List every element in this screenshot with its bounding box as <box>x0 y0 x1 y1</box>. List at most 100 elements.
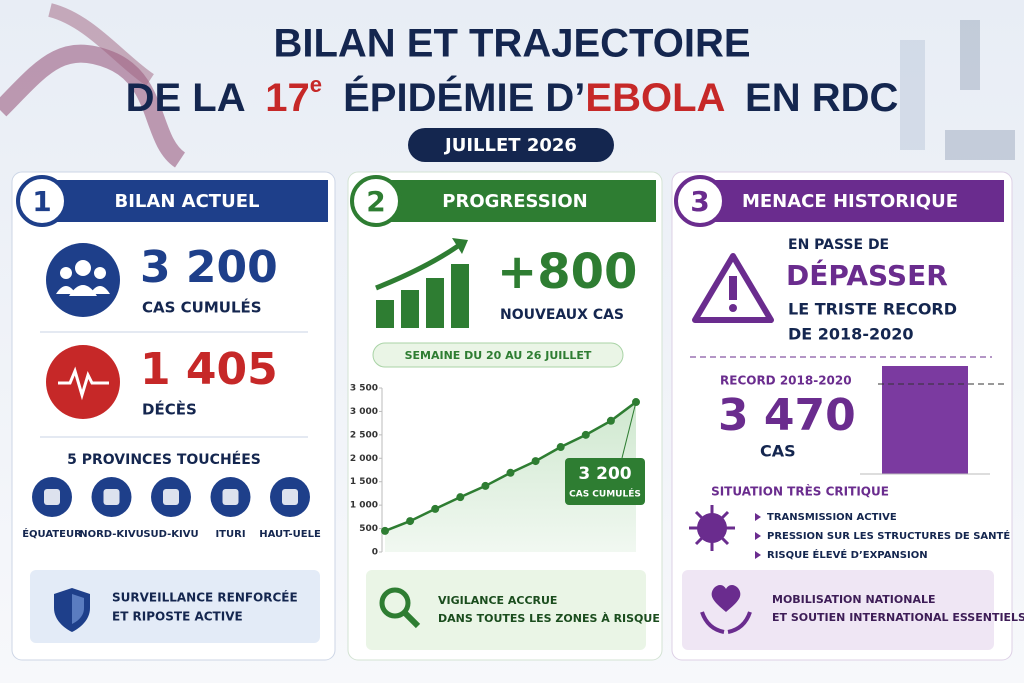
y-tick-label: 0 <box>372 548 378 558</box>
point <box>581 430 590 439</box>
point <box>431 504 440 513</box>
panel-header <box>376 180 656 222</box>
note: ET RIPOSTE ACTIVE <box>112 610 243 624</box>
title: BILAN ET TRAJECTOIRE <box>273 22 750 66</box>
province-glyph <box>44 489 60 505</box>
bullets: TRANSMISSION ACTIVE PRESSION SUR LES STRU… <box>755 512 1010 561</box>
verb: DÉPASSER <box>786 258 948 292</box>
record: 3 470 <box>718 390 856 441</box>
magnifier-handle <box>401 609 421 629</box>
heart-icon <box>711 585 741 612</box>
warning-glyph <box>729 304 737 312</box>
panel-header <box>40 180 328 222</box>
people-glyph <box>56 260 110 296</box>
shield-glyph <box>72 594 84 624</box>
people-icon <box>46 243 120 317</box>
line-chart: 0 500 1 000 1 500 2 000 2 500 3 000 3 500 3 200 C… <box>350 384 645 558</box>
date: JUILLET 2026 <box>443 135 577 156</box>
intro: EN PASSE DE <box>788 237 889 253</box>
bullet: RISQUE ÉLEVÉ D’EXPANSION <box>767 548 928 561</box>
point <box>506 468 515 477</box>
rest: LE TRISTE RECORD <box>788 300 957 319</box>
critical: SITUATION TRÈS CRITIQUE <box>711 484 889 499</box>
province-glyph <box>282 489 298 505</box>
province-glyph <box>103 489 120 505</box>
virus-icon <box>689 505 735 551</box>
annotation: CAS CUMULÉS <box>569 488 641 500</box>
warning-icon <box>692 253 774 323</box>
panel-number: 3 <box>690 185 709 218</box>
new-cases: +800 <box>497 244 637 300</box>
panel-title: MENACE HISTORIQUE <box>742 191 958 212</box>
bullet: TRANSMISSION ACTIVE <box>767 512 897 523</box>
y-tick-label: 2 500 <box>350 430 378 440</box>
virus-decoration <box>0 44 186 168</box>
bullet-marker <box>755 551 761 559</box>
panel-number: 1 <box>32 185 51 218</box>
deaths-label: DÉCÈS <box>142 400 197 419</box>
title-part: EBOLA <box>585 76 724 120</box>
y-tick-label: 1 500 <box>350 477 378 487</box>
panel-header <box>700 180 1004 222</box>
point <box>556 443 565 452</box>
title-part: ÉPIDÉMIE D’ <box>343 75 585 120</box>
bullet-marker <box>755 532 761 540</box>
province-name: HAUT-UELE <box>259 529 321 540</box>
week-pill <box>372 342 624 368</box>
y-tick-label: 2 000 <box>350 454 378 464</box>
annotation: 3 200 <box>578 464 631 484</box>
point <box>381 526 389 535</box>
y-tick-label: 1 000 <box>350 501 378 511</box>
point <box>531 457 540 466</box>
callout-box <box>565 458 645 505</box>
province-glyph <box>163 489 179 505</box>
new-cases-label: NOUVEAUX CAS <box>500 307 624 323</box>
point <box>406 517 415 526</box>
magnifier-icon <box>379 587 411 619</box>
note: SURVEILLANCE RENFORCÉE <box>112 590 298 605</box>
panel-title: PROGRESSION <box>442 191 587 212</box>
note-box <box>366 570 646 650</box>
pulse-glyph <box>58 366 109 401</box>
title-part: e <box>310 72 322 97</box>
y-tick-label: 3 000 <box>350 407 378 417</box>
y-tick-label: 3 500 <box>350 384 378 394</box>
point <box>456 493 465 502</box>
cases-label: CAS CUMULÉS <box>142 298 262 317</box>
bullet: PRESSION SUR LES STRUCTURES DE SANTÉ <box>767 529 1010 542</box>
virus-decoration <box>48 3 154 86</box>
record-bar <box>882 366 968 474</box>
pulse-icon <box>46 345 120 419</box>
panel-number-badge <box>16 175 68 227</box>
callout-leader <box>621 401 637 459</box>
note: ET SOUTIEN INTERNATIONAL ESSENTIELS <box>772 611 1024 624</box>
deaths: 1 405 <box>140 344 278 395</box>
province-name: SUD-KIVU <box>143 529 198 540</box>
panel-title: BILAN ACTUEL <box>115 191 260 212</box>
province-glyph <box>222 489 239 505</box>
note: DANS TOUTES LES ZONES À RISQUE <box>438 612 660 625</box>
province-name: ÉQUATEUR <box>22 527 82 540</box>
date-pill <box>408 128 614 162</box>
growth-icon <box>375 238 469 328</box>
panel-number: 2 <box>366 185 385 218</box>
y-tick-label: 500 <box>359 524 378 534</box>
title: DE LA 17e ÉPIDÉMIE D’EBOLA EN RDC <box>126 62 899 120</box>
cases: 3 200 <box>140 242 278 293</box>
point <box>606 416 615 425</box>
provinces-title: 5 PROVINCES TOUCHÉES <box>67 451 261 468</box>
title-part: EN RDC <box>745 76 898 120</box>
note: VIGILANCE ACCRUE <box>438 594 557 607</box>
bullet-marker <box>755 513 761 521</box>
note-box <box>682 570 994 650</box>
point <box>481 481 490 490</box>
province-name: ITURI <box>215 529 245 540</box>
panel-number-badge <box>350 175 402 227</box>
record-label: RECORD 2018-2020 <box>720 374 852 388</box>
microscope-decoration <box>900 20 1015 160</box>
note: MOBILISATION NATIONALE <box>772 593 936 606</box>
